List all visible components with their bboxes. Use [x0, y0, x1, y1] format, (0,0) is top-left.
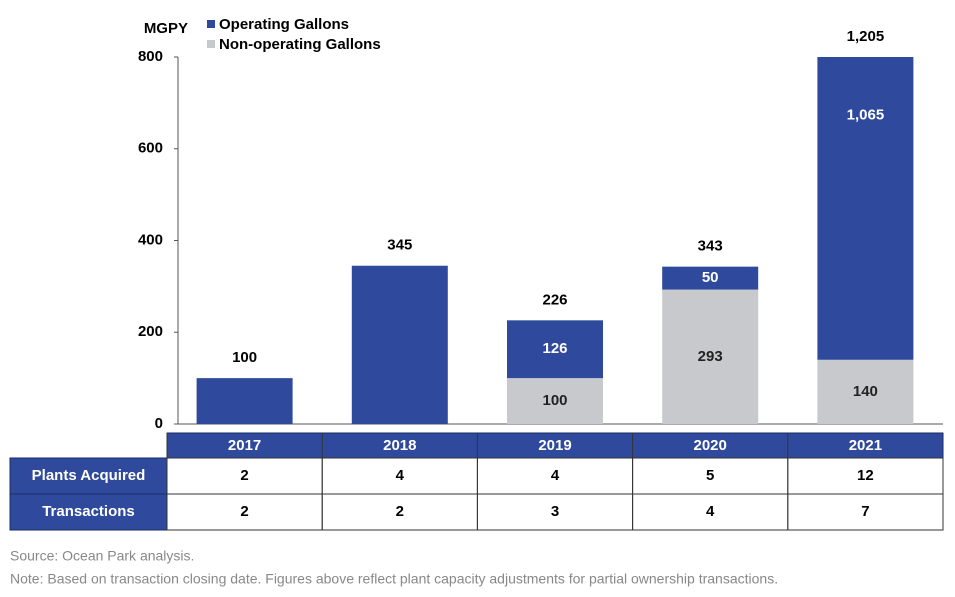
table-cell: 2	[240, 467, 248, 484]
x-tick-label: 2018	[383, 437, 416, 454]
bar-segment	[507, 378, 603, 424]
row-label: Transactions	[42, 503, 135, 520]
table-cell: 12	[857, 467, 874, 484]
row-border	[166, 493, 944, 531]
table-cell: 4	[706, 503, 715, 520]
legend-label: Operating Gallons	[219, 16, 349, 33]
total-label: 345	[387, 237, 412, 254]
legend-swatch	[207, 20, 215, 28]
legend-label: Non-operating Gallons	[219, 36, 381, 53]
segment-label: 100	[542, 392, 567, 409]
table-cell: 4	[551, 467, 560, 484]
y-tick-label: 800	[138, 48, 163, 65]
x-tick-label: 2017	[228, 437, 261, 454]
total-label: 1,205	[847, 28, 885, 45]
segment-label: 140	[853, 383, 878, 400]
segment-label: 1,065	[847, 106, 885, 123]
bar-segment	[196, 378, 293, 424]
bar-segment	[507, 320, 603, 379]
y-axis-label: MGPY	[144, 20, 188, 37]
table-cell: 5	[706, 467, 714, 484]
segment-label: 50	[702, 269, 719, 286]
segment-label: 126	[542, 340, 567, 357]
x-tick-label: 2020	[694, 437, 727, 454]
y-tick-label: 0	[155, 415, 163, 432]
row-header	[9, 493, 168, 531]
y-tick-label: 400	[138, 231, 163, 248]
note: Note: Based on transaction closing date.…	[10, 571, 778, 587]
table-cell: 3	[551, 503, 559, 520]
y-tick-label: 200	[138, 323, 163, 340]
table-cell: 2	[240, 503, 248, 520]
source-note: Source: Ocean Park analysis.	[10, 548, 194, 564]
table-cell: 4	[396, 467, 405, 484]
segment-label: 293	[698, 348, 723, 365]
plot-area	[196, 57, 914, 424]
bar-segment	[817, 359, 914, 424]
row-label: Plants Acquired	[32, 467, 146, 484]
legend-swatch	[207, 40, 215, 48]
bar-segment	[817, 57, 914, 360]
bar-segment	[662, 266, 759, 290]
total-label: 226	[542, 291, 567, 308]
total-label: 343	[698, 238, 723, 255]
bar-segment	[351, 265, 448, 424]
table-cell: 7	[861, 503, 869, 520]
y-tick-label: 600	[138, 140, 163, 157]
x-tick-label: 2019	[538, 437, 571, 454]
total-label: 100	[232, 349, 257, 366]
x-tick-label: 2021	[849, 437, 882, 454]
table-cell: 2	[396, 503, 404, 520]
bar-segment	[662, 289, 759, 424]
